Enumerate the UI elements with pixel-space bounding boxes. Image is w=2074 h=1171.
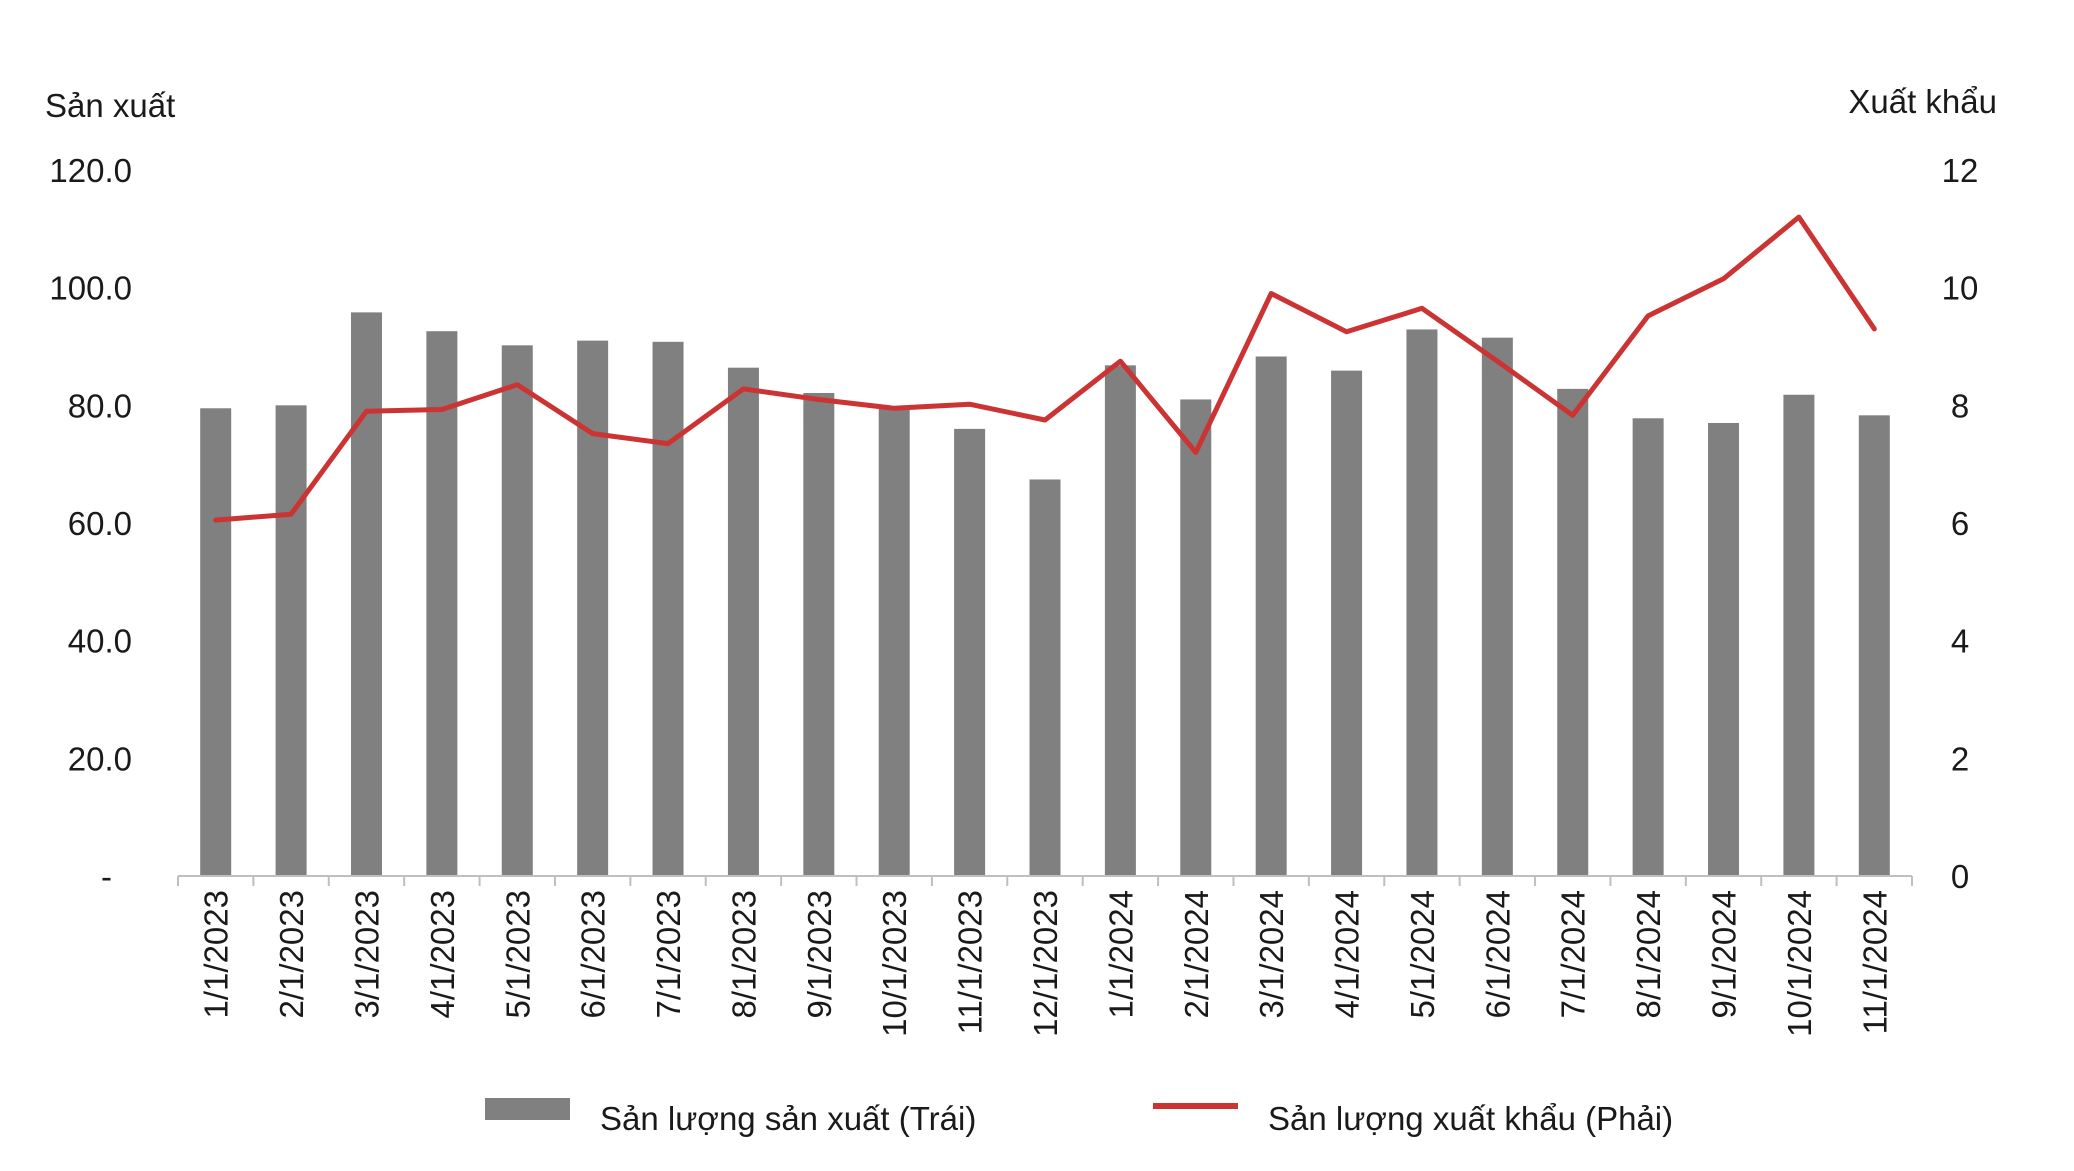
left-axis-ticks: - 20.0 40.0 60.0 80.0 100.0 120.0 (49, 152, 132, 895)
right-axis-ticks: 0 2 4 6 8 10 12 (1942, 152, 1979, 895)
x-axis (177, 875, 1913, 886)
bar (1029, 479, 1061, 876)
bar (1104, 365, 1136, 876)
bar (1632, 418, 1664, 876)
x-tick-label: 8/1/2023 (725, 890, 762, 1018)
bar (1331, 370, 1363, 876)
x-tick-label: 3/1/2023 (348, 890, 385, 1018)
x-tick-label: 10/1/2024 (1781, 890, 1818, 1037)
bar (275, 405, 307, 876)
right-tick-label: 10 (1942, 270, 1979, 307)
bar (577, 340, 609, 876)
bar (878, 406, 910, 876)
bar (1783, 394, 1815, 876)
x-tick-label: 5/1/2024 (1404, 890, 1441, 1018)
bar (200, 408, 232, 876)
bar (1406, 329, 1438, 876)
x-tick-label: 4/1/2023 (424, 890, 461, 1018)
x-tick-label: 1/1/2023 (198, 890, 235, 1018)
x-tick-label: 2/1/2024 (1178, 890, 1215, 1018)
x-tick-label: 7/1/2023 (650, 890, 687, 1018)
production-bars (200, 312, 1890, 876)
left-tick-label: 100.0 (49, 270, 132, 307)
legend-label-export: Sản lượng xuất khẩu (Phải) (1268, 1100, 1673, 1137)
bar (954, 428, 986, 876)
bar (1481, 337, 1513, 876)
x-tick-label: 3/1/2024 (1253, 890, 1290, 1018)
x-tick-label: 8/1/2024 (1630, 890, 1667, 1018)
right-axis-title: Xuất khẩu (1848, 83, 1997, 120)
right-tick-label: 4 (1951, 623, 1969, 660)
right-tick-label: 6 (1951, 505, 1969, 542)
bar (1858, 415, 1890, 876)
bar (727, 367, 759, 876)
x-tick-label: 1/1/2024 (1102, 890, 1139, 1018)
x-tick-label: 2/1/2023 (273, 890, 310, 1018)
x-tick-label: 10/1/2023 (876, 890, 913, 1037)
left-axis-title: Sản xuất (45, 87, 175, 124)
bar (652, 341, 684, 876)
export-line (213, 214, 1877, 523)
x-tick-label: 4/1/2024 (1329, 890, 1366, 1018)
x-tick-label: 12/1/2023 (1027, 890, 1064, 1037)
right-tick-label: 0 (1951, 858, 1969, 895)
bar (1708, 422, 1740, 876)
x-tick-label: 11/1/2023 (952, 890, 989, 1034)
bar (426, 331, 458, 876)
x-tick-label: 9/1/2024 (1706, 890, 1743, 1018)
legend-label-production: Sản lượng sản xuất (Trái) (600, 1100, 976, 1137)
bar (1180, 399, 1212, 876)
bar (501, 345, 533, 876)
x-axis-labels: 1/1/2023 2/1/2023 3/1/2023 4/1/2023 5/1/2023… (198, 890, 1894, 1037)
right-tick-label: 12 (1942, 152, 1979, 189)
x-tick-label: 9/1/2023 (801, 890, 838, 1018)
left-tick-label: 80.0 (68, 387, 132, 424)
left-tick-label: 120.0 (49, 152, 132, 189)
right-tick-label: 2 (1951, 740, 1969, 777)
left-tick-label: 60.0 (68, 505, 132, 542)
bar (1255, 356, 1287, 876)
left-tick-label: 40.0 (68, 623, 132, 660)
x-tick-label: 6/1/2024 (1479, 890, 1516, 1018)
legend: Sản lượng sản xuất (Trái) Sản lượng xuất… (485, 1098, 1673, 1137)
bar (1557, 388, 1589, 876)
left-tick-label: - (101, 858, 112, 895)
bar (803, 392, 835, 876)
x-tick-label: 11/1/2024 (1856, 890, 1893, 1034)
bar (350, 312, 382, 876)
export-line-layer (213, 214, 1877, 523)
right-tick-label: 8 (1951, 387, 1969, 424)
x-tick-label: 5/1/2023 (499, 890, 536, 1018)
x-tick-label: 7/1/2024 (1555, 890, 1592, 1018)
legend-swatch-production (485, 1098, 570, 1120)
left-tick-label: 20.0 (68, 740, 132, 777)
x-tick-label: 6/1/2023 (575, 890, 612, 1018)
